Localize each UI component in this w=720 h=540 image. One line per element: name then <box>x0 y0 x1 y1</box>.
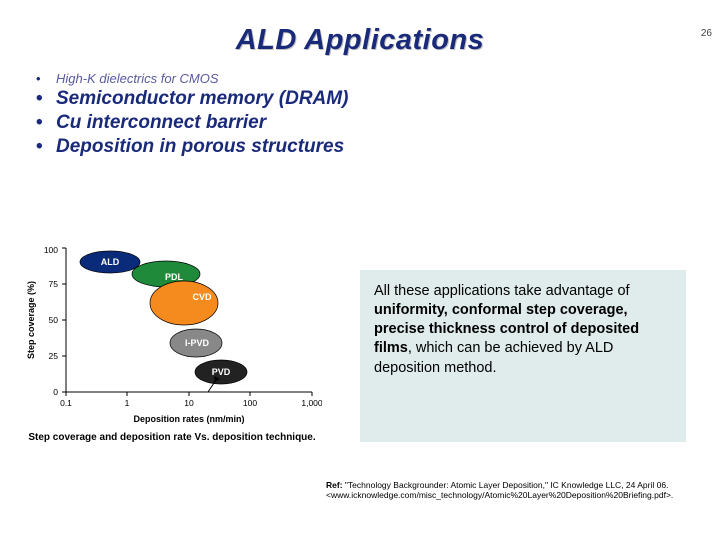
step-coverage-chart: 0 25 50 75 100 0.1 1 10 100 <box>22 242 322 432</box>
y-axis-label: Step coverage (%) <box>26 281 36 359</box>
svg-text:100: 100 <box>44 245 58 255</box>
chart-caption: Step coverage and deposition rate Vs. de… <box>22 432 322 445</box>
svg-text:1: 1 <box>125 398 130 408</box>
reference: Ref: "Technology Backgrounder: Atomic La… <box>326 480 706 500</box>
svg-text:50: 50 <box>49 315 59 325</box>
chart-area: 0 25 50 75 100 0.1 1 10 100 <box>22 242 322 442</box>
bullet-list: High-K dielectrics for CMOS Semiconducto… <box>36 71 720 158</box>
bullet-dram: Semiconductor memory (DRAM) <box>36 88 720 110</box>
callout-tail: , which can be achieved by ALD depositio… <box>374 340 613 375</box>
svg-text:1,000: 1,000 <box>301 398 322 408</box>
y-ticks: 0 25 50 75 100 <box>44 245 66 397</box>
callout-box: All these applications take advantage of… <box>360 270 686 442</box>
callout-intro: All these applications take advantage of <box>374 283 630 299</box>
x-ticks: 0.1 1 10 100 1,000 <box>60 392 322 408</box>
ref-body: "Technology Backgrounder: Atomic Layer D… <box>326 480 673 500</box>
svg-text:ALD: ALD <box>101 257 120 267</box>
x-axis-label: Deposition rates (nm/min) <box>133 414 244 424</box>
page-number: 26 <box>701 28 712 39</box>
svg-text:CVD: CVD <box>192 292 212 302</box>
svg-text:PDL: PDL <box>165 272 184 282</box>
bullet-cu-barrier: Cu interconnect barrier <box>36 112 720 134</box>
svg-text:10: 10 <box>184 398 194 408</box>
ref-lead: Ref: <box>326 480 343 490</box>
svg-text:I-PVD: I-PVD <box>185 338 210 348</box>
svg-text:100: 100 <box>243 398 257 408</box>
slide: { "pageNumber": "26", "title": "ALD Appl… <box>0 24 720 540</box>
bullet-porous: Deposition in porous structures <box>36 136 720 158</box>
svg-text:25: 25 <box>49 351 59 361</box>
svg-text:75: 75 <box>49 279 59 289</box>
svg-text:0: 0 <box>53 387 58 397</box>
chart-regions: ALD PDL CVD I-PVD PVD <box>80 251 247 392</box>
bullet-highk: High-K dielectrics for CMOS <box>36 71 720 86</box>
svg-text:PVD: PVD <box>212 367 231 377</box>
svg-text:0.1: 0.1 <box>60 398 72 408</box>
region-cvd <box>150 281 218 325</box>
slide-title: ALD Applications <box>0 24 720 57</box>
